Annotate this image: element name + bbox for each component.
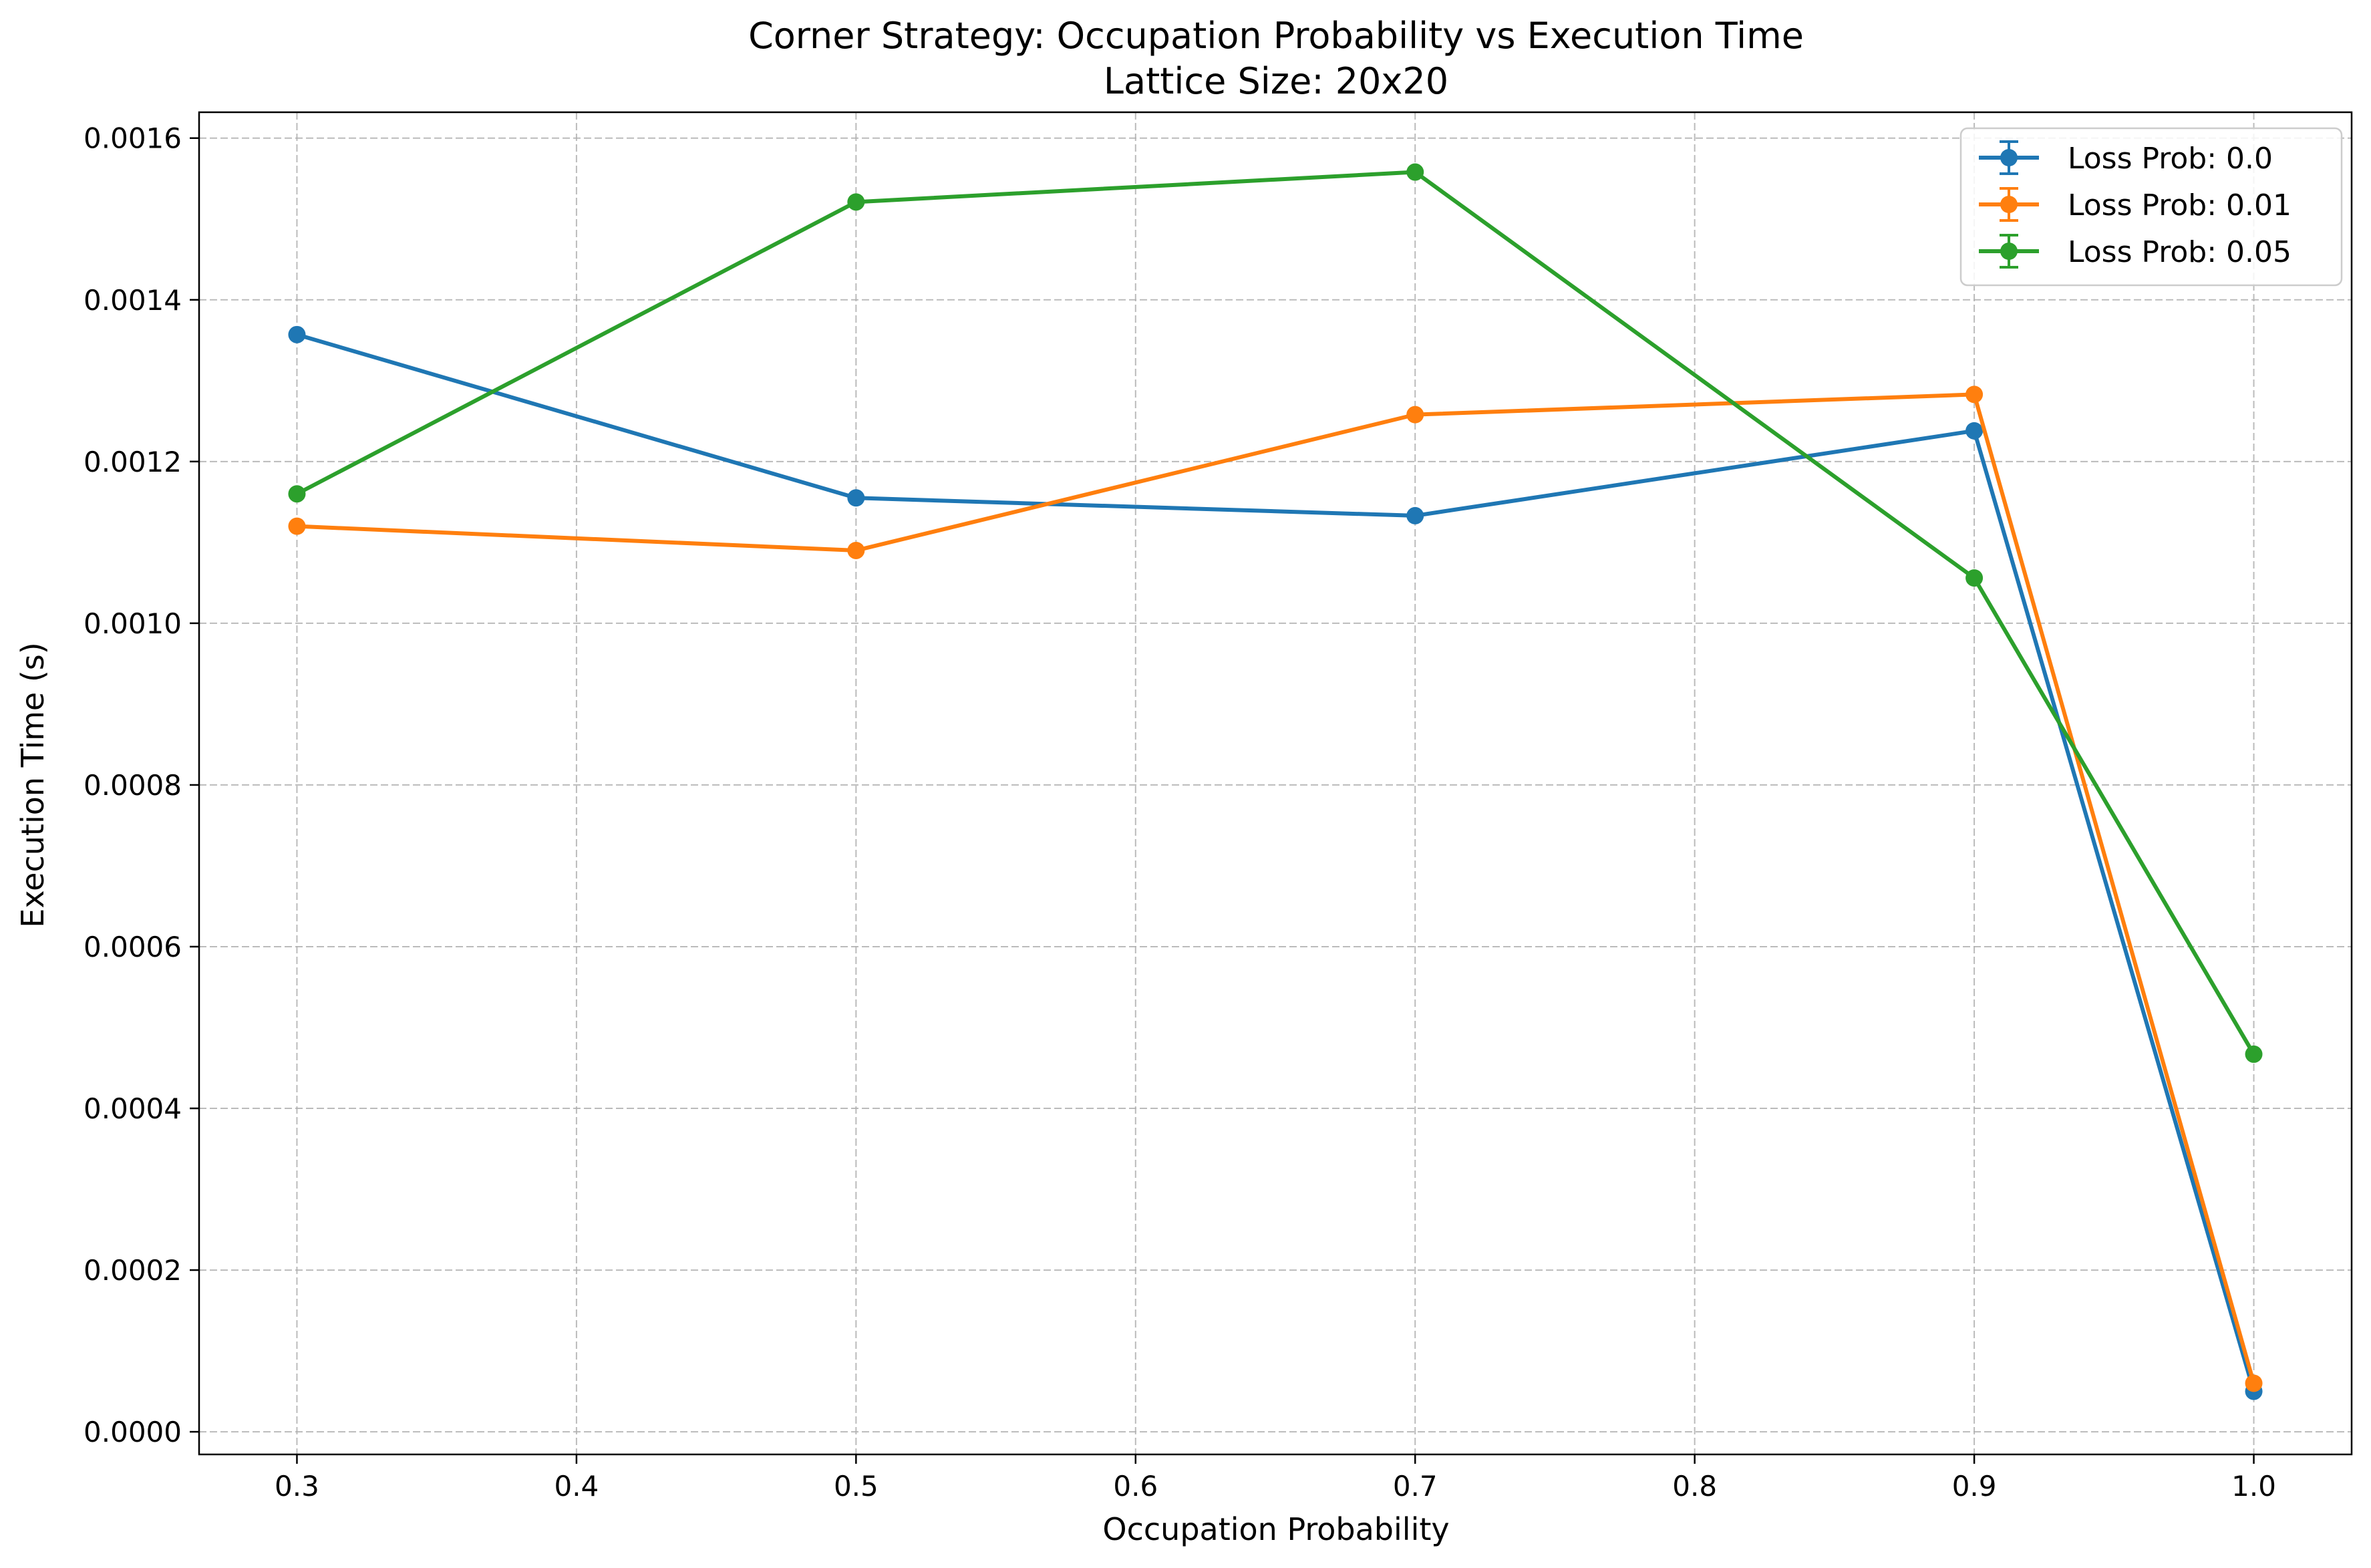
x-tick-label: 0.4 bbox=[554, 1470, 599, 1503]
y-axis-ticks: 0.0000 0.0002 0.0004 0.0006 0.0008 0.0010 0.00… bbox=[84, 122, 199, 1448]
legend-item: Loss Prob: 0.0 bbox=[1979, 140, 2273, 176]
legend-marker bbox=[2000, 196, 2018, 213]
x-tick-label: 1.0 bbox=[2231, 1470, 2276, 1503]
legend-marker bbox=[2000, 243, 2018, 260]
data-point bbox=[1406, 163, 1424, 181]
series-layer bbox=[288, 163, 2263, 1400]
x-axis-ticks: 0.3 0.4 0.5 0.6 0.7 0.8 0.9 1.0 bbox=[275, 1454, 2276, 1503]
y-tick-label: 0.0010 bbox=[84, 607, 182, 640]
series-2 bbox=[288, 163, 2263, 1063]
y-tick-label: 0.0004 bbox=[84, 1092, 182, 1125]
data-point bbox=[1965, 569, 1984, 587]
y-tick-label: 0.0000 bbox=[84, 1416, 182, 1448]
data-point bbox=[288, 517, 306, 535]
chart-subtitle: Lattice Size: 20x20 bbox=[1104, 60, 1448, 102]
data-point bbox=[2245, 1374, 2263, 1392]
chart-title: Corner Strategy: Occupation Probability … bbox=[748, 15, 1804, 57]
data-point bbox=[288, 485, 306, 503]
data-point bbox=[1965, 385, 1984, 404]
y-tick-label: 0.0014 bbox=[84, 284, 182, 317]
x-tick-label: 0.5 bbox=[834, 1470, 879, 1503]
x-axis-label: Occupation Probability bbox=[1102, 1511, 1449, 1547]
data-point bbox=[2245, 1045, 2263, 1063]
legend-items: Loss Prob: 0.0 Loss Prob: 0.01 Loss Prob: … bbox=[1979, 140, 2291, 269]
x-tick-label: 0.6 bbox=[1113, 1470, 1158, 1503]
y-tick-label: 0.0006 bbox=[84, 931, 182, 963]
data-point bbox=[1406, 506, 1424, 524]
series-1 bbox=[288, 385, 2263, 1392]
data-point bbox=[288, 325, 306, 343]
x-tick-label: 0.3 bbox=[275, 1470, 319, 1503]
legend-marker bbox=[2000, 149, 2018, 166]
grid bbox=[199, 112, 2352, 1454]
y-tick-label: 0.0016 bbox=[84, 122, 182, 155]
data-point bbox=[847, 541, 865, 559]
x-tick-label: 0.9 bbox=[1952, 1470, 1997, 1503]
legend-item: Loss Prob: 0.05 bbox=[1979, 234, 2291, 269]
series-0 bbox=[288, 325, 2263, 1400]
data-point bbox=[1406, 406, 1424, 424]
y-tick-label: 0.0012 bbox=[84, 446, 182, 478]
x-tick-label: 0.8 bbox=[1672, 1470, 1717, 1503]
y-tick-label: 0.0002 bbox=[84, 1254, 182, 1287]
data-point bbox=[1965, 422, 1984, 440]
y-tick-label: 0.0008 bbox=[84, 769, 182, 802]
legend-label: Loss Prob: 0.01 bbox=[2068, 188, 2291, 222]
x-tick-label: 0.7 bbox=[1393, 1470, 1438, 1503]
legend-label: Loss Prob: 0.0 bbox=[2068, 142, 2273, 176]
legend-label: Loss Prob: 0.05 bbox=[2068, 235, 2291, 269]
legend-item: Loss Prob: 0.01 bbox=[1979, 187, 2291, 222]
data-point bbox=[847, 193, 865, 211]
y-axis-label: Execution Time (s) bbox=[15, 642, 51, 927]
plot-frame bbox=[198, 111, 2353, 1456]
legend: Loss Prob: 0.0 Loss Prob: 0.01 Loss Prob: … bbox=[1959, 127, 2343, 287]
legend-box bbox=[1959, 127, 2343, 287]
data-point bbox=[847, 489, 865, 507]
